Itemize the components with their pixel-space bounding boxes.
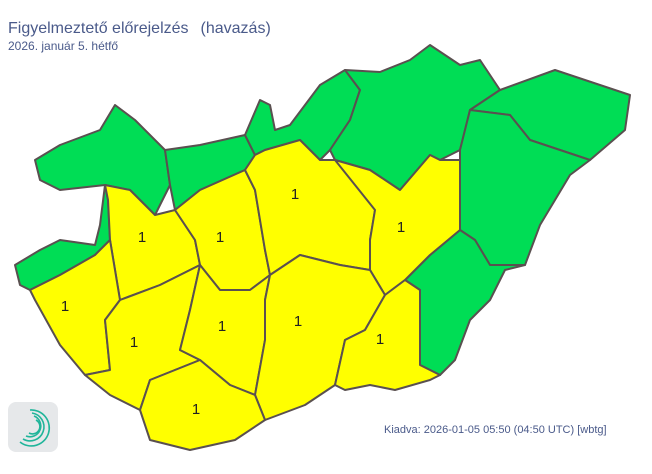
- forecast-date: 2026. január 5. hétfő: [8, 39, 119, 53]
- warning-level-label: 1: [192, 401, 200, 418]
- county-region: [334, 279, 441, 391]
- warning-level-label: 1: [397, 219, 405, 236]
- title-text: Figyelmeztető előrejelzés: [8, 20, 189, 37]
- warning-level-label: 1: [291, 186, 299, 203]
- warning-type: (havazás): [200, 20, 271, 37]
- warning-level-label: 1: [130, 334, 138, 351]
- warning-level-label: 1: [294, 313, 302, 330]
- warning-level-label: 1: [376, 331, 384, 348]
- warning-level-label: 1: [216, 229, 224, 246]
- issued-timestamp: Kiadva: 2026-01-05 05:50 (04:50 UTC) [wb…: [384, 424, 607, 436]
- county-region: [139, 359, 266, 451]
- met-service-logo: [8, 402, 58, 452]
- warning-level-label: 1: [218, 318, 226, 335]
- warning-level-label: 1: [138, 229, 146, 246]
- county-region: [334, 154, 461, 296]
- spiral-logo-icon: [19, 409, 50, 447]
- warning-level-label: 1: [61, 298, 69, 315]
- county-region: [329, 44, 501, 191]
- page-title: Figyelmeztető előrejelzés (havazás): [8, 20, 271, 38]
